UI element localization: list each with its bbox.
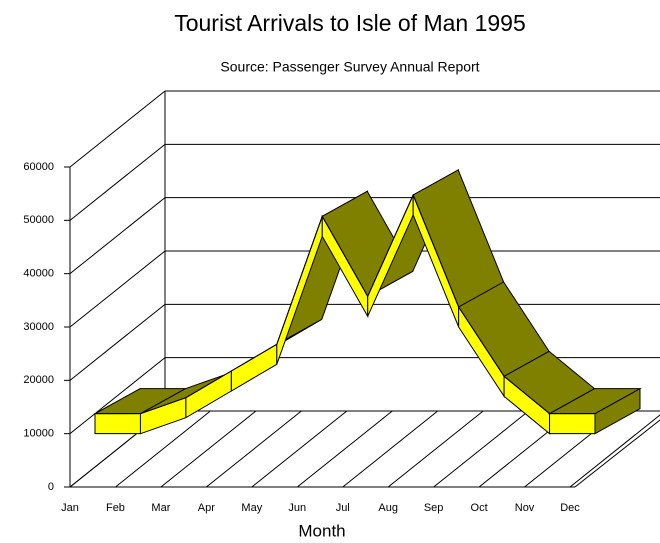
ribbon-front <box>94 413 141 435</box>
grid-line <box>69 303 166 381</box>
grid-line <box>69 90 166 168</box>
x-tick-label: Jul <box>336 502 350 514</box>
chart-subtitle: Source: Passenger Survey Annual Report <box>220 59 479 75</box>
ribbon-front <box>549 413 596 435</box>
series-line <box>95 193 595 415</box>
y-tick-label: 10000 <box>23 428 54 440</box>
x-tick-label: Jan <box>61 502 79 514</box>
grid-line <box>69 357 166 435</box>
y-tick-label: 30000 <box>23 321 54 333</box>
x-tick-label: Oct <box>471 502 488 514</box>
ribbon-front <box>230 343 278 392</box>
y-tick-label: 50000 <box>23 214 54 226</box>
grid-line <box>69 250 166 328</box>
y-tick-label: 20000 <box>23 374 54 386</box>
floor-line <box>433 410 529 488</box>
floor-line <box>342 410 439 488</box>
floor-line <box>160 410 257 488</box>
ribbon-end <box>594 387 641 435</box>
grid-line <box>69 143 166 221</box>
chart-title: Tourist Arrivals to Isle of Man 1995 <box>174 10 526 36</box>
x-tick-label: Jun <box>288 502 306 514</box>
floor-line <box>115 410 211 488</box>
x-tick-label: Dec <box>560 502 580 514</box>
x-tick-label: Sep <box>424 502 444 514</box>
x-axis-label: Month <box>298 521 345 540</box>
y-tick-label: 40000 <box>23 268 54 280</box>
floor-line <box>251 410 348 488</box>
y-tick-label: 60000 <box>23 161 54 173</box>
y-tick-label: 0 <box>48 481 54 493</box>
x-tick-label: Apr <box>198 502 215 514</box>
x-tick-label: Nov <box>515 502 535 514</box>
floor-line <box>569 414 660 488</box>
x-tick-label: Feb <box>106 502 125 514</box>
floor-line <box>296 410 393 488</box>
x-tick-label: Aug <box>378 502 398 514</box>
x-tick-label: Mar <box>151 502 170 514</box>
x-tick-label: May <box>241 502 262 514</box>
floor-edge <box>574 419 660 488</box>
floor-line <box>387 410 484 488</box>
grid-line <box>69 197 166 275</box>
floor-line <box>206 410 302 488</box>
